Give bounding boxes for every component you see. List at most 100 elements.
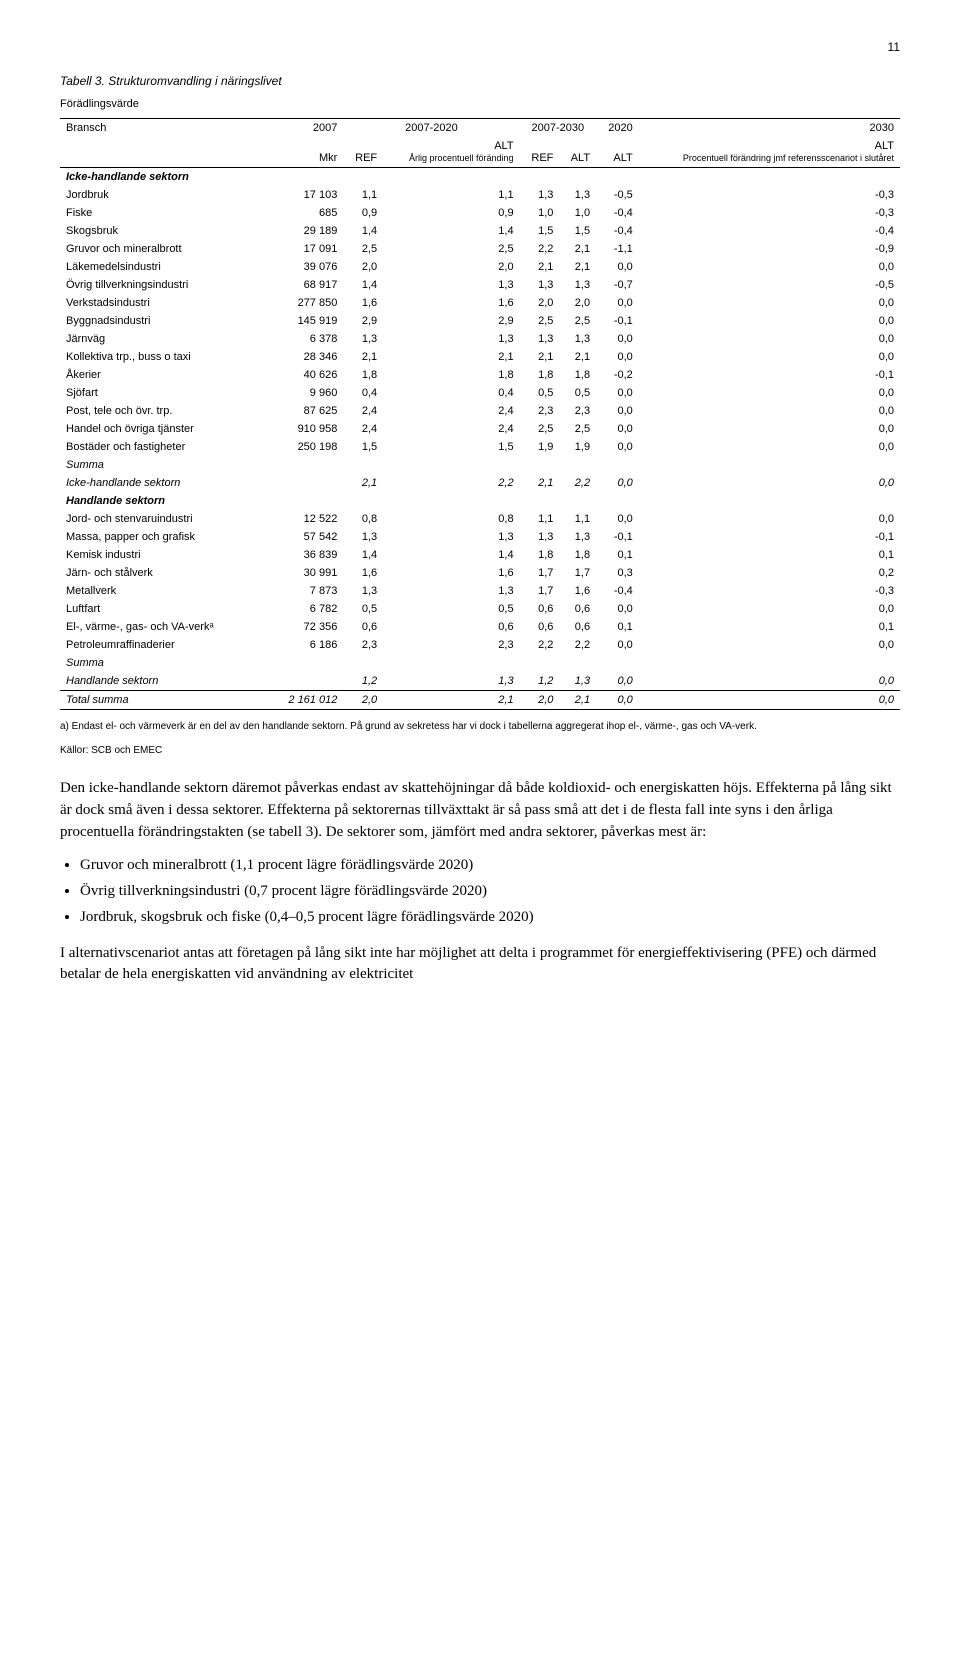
cell: 1,8 (520, 546, 560, 564)
cell: 685 (272, 204, 343, 222)
row-label: Metallverk (60, 582, 272, 600)
cell: 2,0 (520, 691, 560, 710)
cell: -0,4 (596, 222, 639, 240)
col-2007-2020: 2007-2020 (343, 119, 519, 138)
col-2007-2030: 2007-2030 (520, 119, 597, 138)
cell: 2,2 (520, 636, 560, 654)
cell: 0,1 (596, 618, 639, 636)
cell: 1,4 (343, 222, 383, 240)
cell: 2,2 (520, 240, 560, 258)
row-label: Skogsbruk (60, 222, 272, 240)
cell: 2,1 (343, 474, 383, 492)
table-row: El-, värme-, gas- och VA-verkᵃ72 3560,60… (60, 618, 900, 636)
row-label: Verkstadsindustri (60, 294, 272, 312)
col-alt1: ALTÅrlig procentuell föränding (383, 137, 519, 168)
cell: 0,3 (596, 564, 639, 582)
cell: 2,4 (383, 402, 519, 420)
table-row: Läkemedelsindustri39 0762,02,02,12,10,00… (60, 258, 900, 276)
col-alt3: ALT (596, 137, 639, 168)
cell: 1,2 (520, 672, 560, 691)
cell: 0,0 (596, 600, 639, 618)
cell: 7 873 (272, 582, 343, 600)
table-row: Petroleumraffinaderier6 1862,32,32,22,20… (60, 636, 900, 654)
cell: 0,0 (596, 636, 639, 654)
cell: 0,5 (520, 384, 560, 402)
table-row: Luftfart6 7820,50,50,60,60,00,0 (60, 600, 900, 618)
cell: -0,7 (596, 276, 639, 294)
cell: 1,5 (559, 222, 596, 240)
row-label: Kemisk industri (60, 546, 272, 564)
cell: 1,6 (343, 294, 383, 312)
alt4-label: ALT (875, 140, 894, 152)
cell: 0,0 (596, 672, 639, 691)
cell: 2,2 (559, 636, 596, 654)
cell: 28 346 (272, 348, 343, 366)
total-row: Total summa2 161 0122,02,12,02,10,00,0 (60, 691, 900, 710)
cell: -0,1 (596, 312, 639, 330)
cell (272, 672, 343, 691)
table-row: Sjöfart9 9600,40,40,50,50,00,0 (60, 384, 900, 402)
cell: 2 161 012 (272, 691, 343, 710)
cell: 0,0 (639, 330, 900, 348)
cell: 0,6 (559, 618, 596, 636)
cell: 29 189 (272, 222, 343, 240)
table-subtitle: Förädlingsvärde (60, 98, 900, 110)
footnote-sources: Källor: SCB och EMEC (60, 744, 900, 758)
cell: 0,0 (596, 438, 639, 456)
cell: -0,3 (639, 204, 900, 222)
cell: 2,0 (343, 258, 383, 276)
cell: 0,0 (639, 474, 900, 492)
cell: 1,6 (383, 564, 519, 582)
cell: 6 186 (272, 636, 343, 654)
row-label: Jordbruk (60, 186, 272, 204)
list-item: Jordbruk, skogsbruk och fiske (0,4–0,5 p… (80, 907, 900, 929)
cell: 0,0 (596, 474, 639, 492)
cell: 2,1 (559, 258, 596, 276)
cell: 6 378 (272, 330, 343, 348)
row-label: El-, värme-, gas- och VA-verkᵃ (60, 618, 272, 636)
cell: 2,9 (343, 312, 383, 330)
row-label: Petroleumraffinaderier (60, 636, 272, 654)
cell: 0,0 (639, 294, 900, 312)
summary-label: Summa (60, 456, 900, 474)
cell: 1,9 (520, 438, 560, 456)
col-2020: 2020 (596, 119, 639, 138)
table-row: Kemisk industri36 8391,41,41,81,80,10,1 (60, 546, 900, 564)
cell: 57 542 (272, 528, 343, 546)
table-row: Verkstadsindustri277 8501,61,62,02,00,00… (60, 294, 900, 312)
cell: 0,8 (383, 510, 519, 528)
bullet-list: Gruvor och mineralbrott (1,1 procent läg… (80, 855, 900, 928)
cell: 0,1 (639, 546, 900, 564)
row-label: Gruvor och mineralbrott (60, 240, 272, 258)
cell: 0,0 (596, 294, 639, 312)
section-header: Icke-handlande sektorn (60, 168, 900, 187)
cell: 2,5 (559, 312, 596, 330)
row-label: Åkerier (60, 366, 272, 384)
cell: 1,3 (520, 528, 560, 546)
cell: 1,1 (559, 510, 596, 528)
cell: 2,3 (520, 402, 560, 420)
cell: 1,3 (559, 330, 596, 348)
cell: 1,1 (383, 186, 519, 204)
table-row: Järnväg6 3781,31,31,31,30,00,0 (60, 330, 900, 348)
col-alt4: ALTProcentuell förändring jmf referenssc… (639, 137, 900, 168)
cell: 1,4 (343, 276, 383, 294)
cell: 0,5 (559, 384, 596, 402)
summary-label: Summa (60, 654, 900, 672)
cell: 0,2 (639, 564, 900, 582)
table-row: Åkerier40 6261,81,81,81,8-0,2-0,1 (60, 366, 900, 384)
cell: 0,0 (639, 402, 900, 420)
col-ref1: REF (343, 137, 383, 168)
table-row: Jordbruk17 1031,11,11,31,3-0,5-0,3 (60, 186, 900, 204)
cell: 2,5 (520, 420, 560, 438)
cell: 0,9 (383, 204, 519, 222)
summary-row-label: Summa (60, 654, 900, 672)
cell: 30 991 (272, 564, 343, 582)
cell: 0,0 (596, 691, 639, 710)
row-label: Post, tele och övr. trp. (60, 402, 272, 420)
cell: -0,1 (639, 366, 900, 384)
cell: -0,1 (639, 528, 900, 546)
cell: 1,4 (383, 546, 519, 564)
row-label: Sjöfart (60, 384, 272, 402)
data-table: Bransch 2007 2007-2020 2007-2030 2020 20… (60, 118, 900, 710)
